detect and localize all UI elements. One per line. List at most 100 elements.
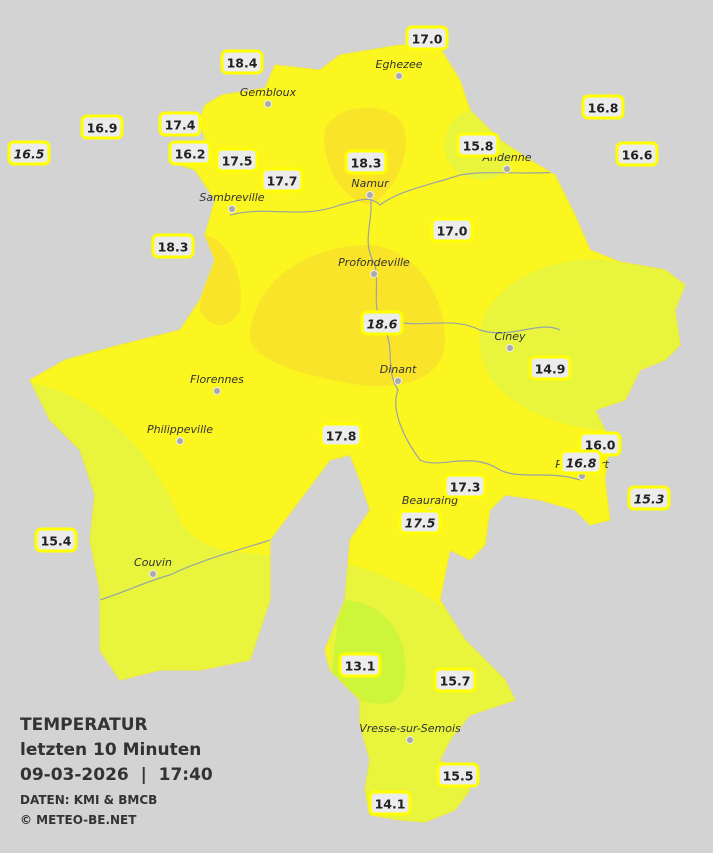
- city-label: Namur: [351, 177, 390, 190]
- city-label: Profondeville: [338, 256, 410, 269]
- reading: 17.8: [319, 422, 363, 448]
- city-dot: [228, 205, 236, 213]
- reading: 16.9: [80, 114, 124, 140]
- reading-box: [168, 140, 212, 166]
- reading-box: [528, 355, 572, 381]
- city-dot: [394, 377, 402, 385]
- reading-box: [151, 233, 195, 259]
- reading-value: 14.1: [375, 797, 406, 812]
- reading-value: 17.3: [450, 480, 481, 495]
- reading-value: 15.7: [440, 674, 471, 689]
- zone-warm-center: [249, 245, 445, 387]
- reading-value: 17.8: [326, 429, 357, 444]
- reading-value: 16.8: [588, 101, 619, 116]
- reading-value: 17.5: [222, 154, 253, 169]
- reading-value: 18.6: [367, 317, 398, 332]
- reading-value: 15.8: [463, 139, 494, 154]
- reading-value: 13.1: [345, 659, 376, 674]
- reading: 17.5: [398, 509, 442, 535]
- reading-box: [443, 473, 487, 499]
- reading: 17.7: [260, 167, 304, 193]
- reading-box: [405, 25, 449, 51]
- city-label: Philippeville: [147, 423, 213, 436]
- city-dot: [213, 387, 221, 395]
- reading-box: [80, 114, 124, 140]
- reading-box: [260, 167, 304, 193]
- reading-value: 17.7: [267, 174, 298, 189]
- reading: 18.6: [360, 310, 404, 336]
- reading-box: [615, 141, 659, 167]
- reading-value: 18.4: [227, 56, 258, 71]
- city-dot: [366, 191, 374, 199]
- reading: 18.3: [151, 233, 195, 259]
- reading-value: 16.2: [175, 147, 206, 162]
- reading-box: [220, 49, 264, 75]
- reading: 15.5: [436, 762, 480, 788]
- reading-box: [360, 310, 404, 336]
- city-label: Sambreville: [199, 191, 264, 204]
- city-label: Dinant: [380, 363, 417, 376]
- reading-value: 15.4: [41, 534, 72, 549]
- reading-box: [627, 485, 671, 511]
- reading-box: [430, 217, 474, 243]
- reading: 16.6: [615, 141, 659, 167]
- reading-value: 15.5: [443, 769, 474, 784]
- reading: 14.1: [368, 790, 412, 816]
- reading: 17.3: [443, 473, 487, 499]
- reading-box: [398, 509, 442, 535]
- reading: 16.8: [581, 94, 625, 120]
- reading: 18.4: [220, 49, 264, 75]
- city-label: Couvin: [134, 556, 172, 569]
- reading-value: 18.3: [158, 240, 189, 255]
- city-dot: [176, 437, 184, 445]
- caption-period: letzten 10 Minuten: [20, 740, 201, 760]
- reading: 13.1: [338, 652, 382, 678]
- reading: 15.4: [34, 527, 78, 553]
- reading-value: 16.5: [14, 147, 45, 162]
- reading-box: [158, 111, 202, 137]
- city-label: Vresse-sur-Semois: [359, 722, 461, 735]
- reading: 18.3: [344, 149, 388, 175]
- city-label: Ciney: [495, 330, 526, 343]
- reading-value: 15.3: [634, 492, 665, 507]
- reading: 16.5: [7, 140, 51, 166]
- reading: 15.8: [456, 132, 500, 158]
- caption-title: TEMPERATUR: [20, 715, 148, 735]
- reading-value: 14.9: [535, 362, 566, 377]
- reading: 14.9: [528, 355, 572, 381]
- city-dot: [395, 72, 403, 80]
- reading-value: 16.6: [622, 148, 653, 163]
- reading-value: 16.0: [585, 438, 616, 453]
- reading-box: [7, 140, 51, 166]
- reading: 16.8: [559, 449, 603, 475]
- reading-box: [581, 94, 625, 120]
- reading: 17.5: [215, 147, 259, 173]
- reading-value: 18.3: [351, 156, 382, 171]
- city-label: Gembloux: [240, 86, 297, 99]
- city-dot: [503, 165, 511, 173]
- reading-value: 16.8: [566, 456, 597, 471]
- city-dot: [370, 270, 378, 278]
- city-dot: [264, 100, 272, 108]
- reading-box: [344, 149, 388, 175]
- reading-box: [319, 422, 363, 448]
- city-label: Florennes: [190, 373, 244, 386]
- caption-source: DATEN: KMI & BMCB: [20, 793, 157, 807]
- reading-value: 16.9: [87, 121, 118, 136]
- reading-value: 17.0: [412, 32, 443, 47]
- reading-value: 17.4: [165, 118, 196, 133]
- rivers: [99, 171, 581, 601]
- reading-box: [436, 762, 480, 788]
- reading: 17.4: [158, 111, 202, 137]
- city-label: Eghezee: [376, 58, 423, 71]
- city-dot: [506, 344, 514, 352]
- reading-box: [368, 790, 412, 816]
- reading-value: 17.0: [437, 224, 468, 239]
- city-dot: [406, 736, 414, 744]
- reading: 15.7: [433, 667, 477, 693]
- caption-copyright: © METEO-BE.NET: [20, 813, 137, 827]
- reading-value: 17.5: [405, 516, 436, 531]
